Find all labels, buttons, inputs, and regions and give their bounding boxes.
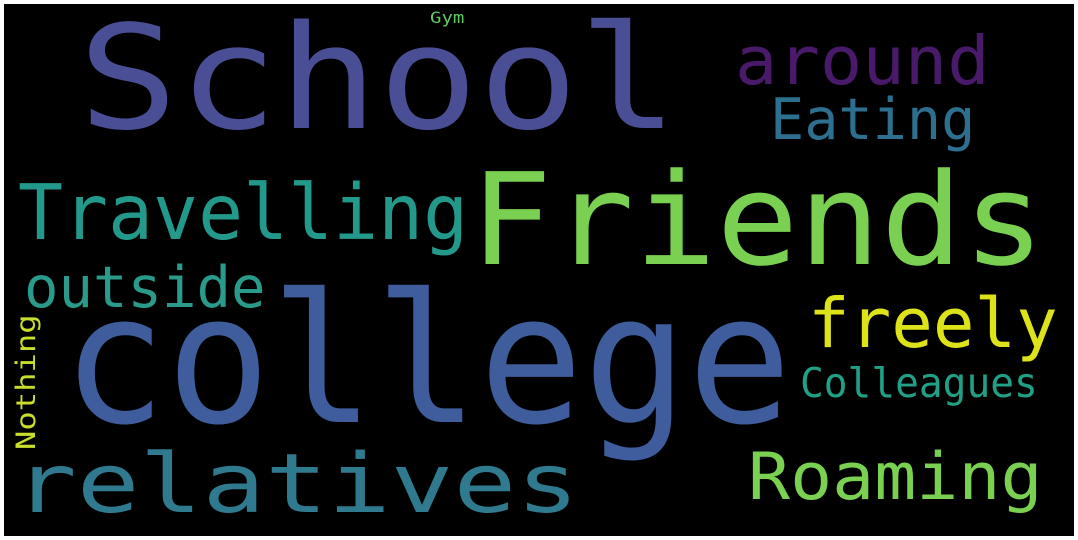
word-cloud: School college Friends relatives Travell… xyxy=(4,4,1074,536)
word-eating: Eating xyxy=(770,87,976,153)
word-college: college xyxy=(62,257,792,465)
word-school: School xyxy=(78,4,679,162)
word-around: around xyxy=(735,22,990,100)
word-outside: outside xyxy=(24,255,266,321)
word-friends: Friends xyxy=(470,147,1045,295)
word-roaming: Roaming xyxy=(748,440,1043,515)
word-colleagues: Colleagues xyxy=(800,359,1038,407)
word-gym: Gym xyxy=(430,8,465,27)
word-freely: freely xyxy=(808,284,1058,364)
word-nothing: Nothing xyxy=(10,314,42,450)
word-travelling: Travelling xyxy=(18,169,469,258)
word-relatives: relatives xyxy=(14,437,580,532)
